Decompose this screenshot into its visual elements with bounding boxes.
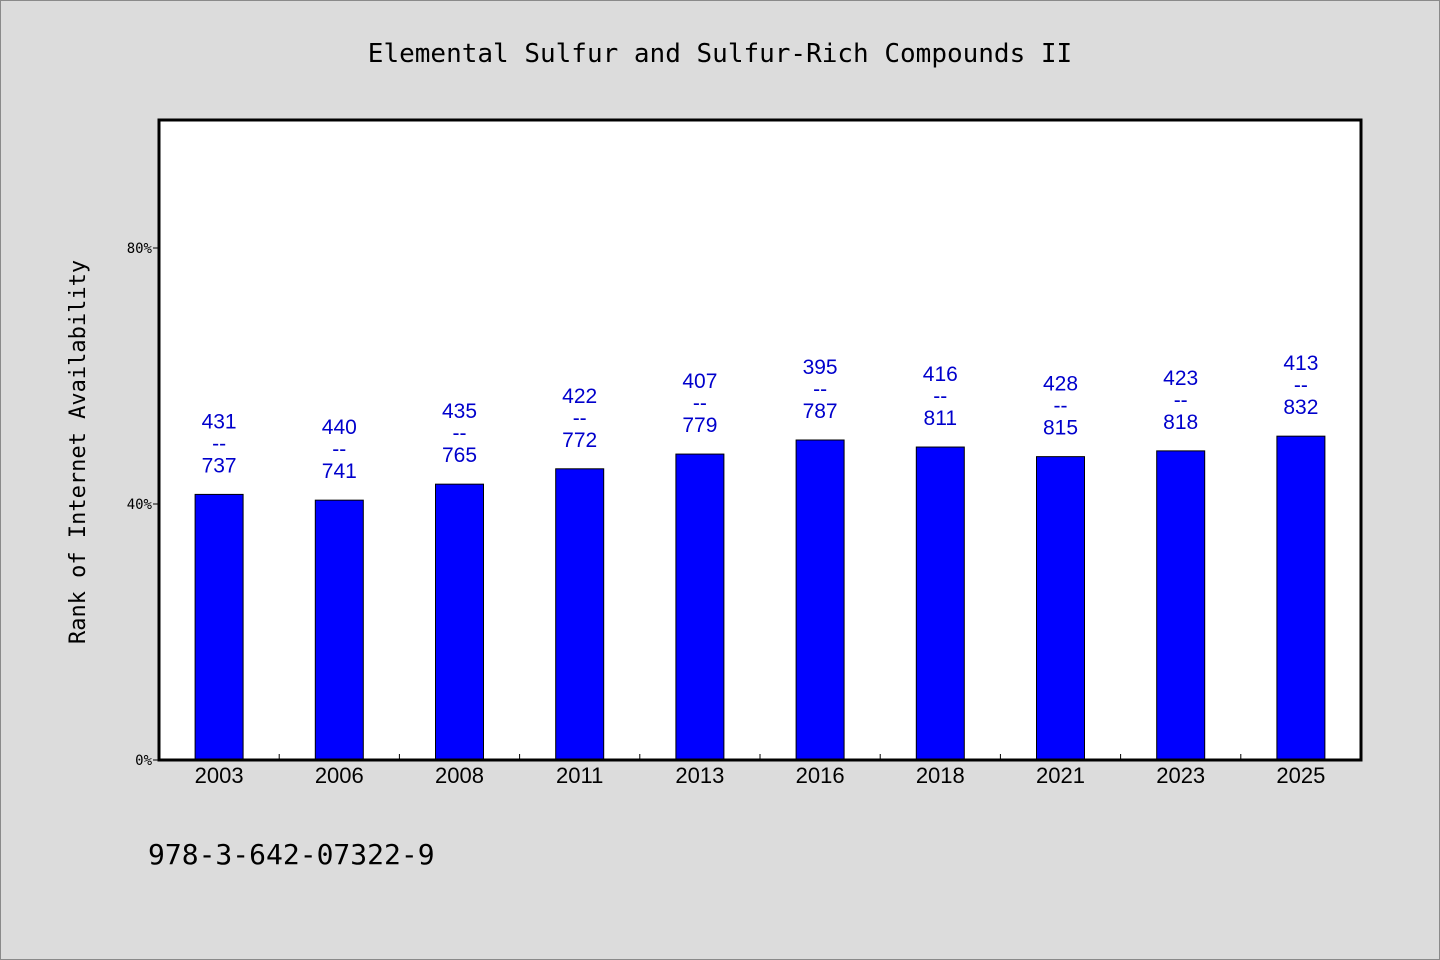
data-label-top-2023: 423 (1163, 367, 1198, 390)
data-label-sep-2025: -- (1294, 374, 1308, 397)
bar-2025 (1276, 435, 1326, 761)
data-label-sep-2006: -- (332, 438, 346, 461)
x-tick-label-2021: 2021 (1036, 763, 1085, 788)
data-label-top-2003: 431 (202, 410, 237, 433)
data-label-top-2011: 422 (562, 385, 597, 408)
bar-2013 (675, 453, 725, 761)
data-label-bottom-2013: 779 (682, 414, 717, 437)
data-label-top-2006: 440 (322, 416, 357, 439)
footnote-isbn: 978-3-642-07322-9 (148, 838, 435, 871)
data-label-bottom-2003: 737 (202, 454, 237, 477)
chart-title: Elemental Sulfur and Sulfur-Rich Compoun… (368, 39, 1072, 69)
plot-border (157, 118, 1363, 762)
data-labels-layer: 431--737440--741435--765422--772407--779… (202, 352, 1319, 483)
x-tick-label-2023: 2023 (1156, 763, 1205, 788)
y-axis-label: Rank of Internet Availability (66, 260, 91, 644)
x-axis-ticks: 2003 2006 2008 2011 2013 2016 2018 2021 2023 2025 (195, 754, 1325, 788)
data-label-bottom-2023: 818 (1163, 411, 1198, 434)
data-label-bottom-2018: 811 (924, 407, 957, 430)
y-tick-label-40: 40% (127, 497, 153, 513)
bar-2016 (795, 439, 845, 761)
x-tick-label-2018: 2018 (916, 763, 965, 788)
data-label-top-2013: 407 (682, 370, 717, 393)
bar-2018 (915, 446, 965, 761)
x-tick-label-2013: 2013 (675, 763, 724, 788)
x-tick-label-2006: 2006 (315, 763, 364, 788)
data-label-sep-2011: -- (573, 407, 587, 430)
data-label-bottom-2008: 765 (442, 444, 477, 467)
bar-2008 (435, 483, 484, 761)
bar-2011 (555, 468, 605, 761)
x-tick-label-2011: 2011 (556, 763, 603, 788)
data-label-sep-2021: -- (1054, 395, 1068, 418)
data-label-sep-2013: -- (693, 392, 707, 415)
x-tick-label-2016: 2016 (796, 763, 845, 788)
x-tick-label-2003: 2003 (195, 763, 244, 788)
data-label-sep-2008: -- (453, 422, 467, 445)
y-tick-label-80: 80% (127, 241, 153, 257)
bar-2003 (194, 493, 244, 761)
data-label-sep-2003: -- (212, 432, 226, 455)
data-label-top-2021: 428 (1043, 373, 1078, 396)
bars-layer (194, 435, 1326, 761)
data-label-sep-2023: -- (1174, 389, 1188, 412)
plot-area: 431--737440--741435--765422--772407--779… (127, 118, 1363, 788)
x-tick-label-2008: 2008 (435, 763, 484, 788)
data-label-bottom-2025: 832 (1283, 396, 1318, 419)
data-label-bottom-2016: 787 (803, 400, 838, 423)
data-label-top-2016: 395 (803, 356, 838, 379)
bar-2006 (314, 499, 364, 761)
data-label-top-2018: 416 (923, 363, 958, 386)
y-axis-ticks: 0% 40% 80% (127, 241, 159, 769)
bar-2023 (1156, 450, 1206, 761)
data-label-bottom-2011: 772 (562, 429, 597, 452)
data-label-top-2025: 413 (1283, 352, 1318, 375)
data-label-bottom-2021: 815 (1043, 417, 1078, 440)
data-label-sep-2018: -- (933, 385, 947, 408)
y-tick-label-0: 0% (135, 753, 152, 769)
x-tick-label-2025: 2025 (1276, 763, 1325, 788)
data-label-sep-2016: -- (813, 378, 827, 401)
bar-2021 (1036, 456, 1085, 761)
data-label-bottom-2006: 741 (322, 460, 357, 483)
data-label-top-2008: 435 (442, 400, 477, 423)
